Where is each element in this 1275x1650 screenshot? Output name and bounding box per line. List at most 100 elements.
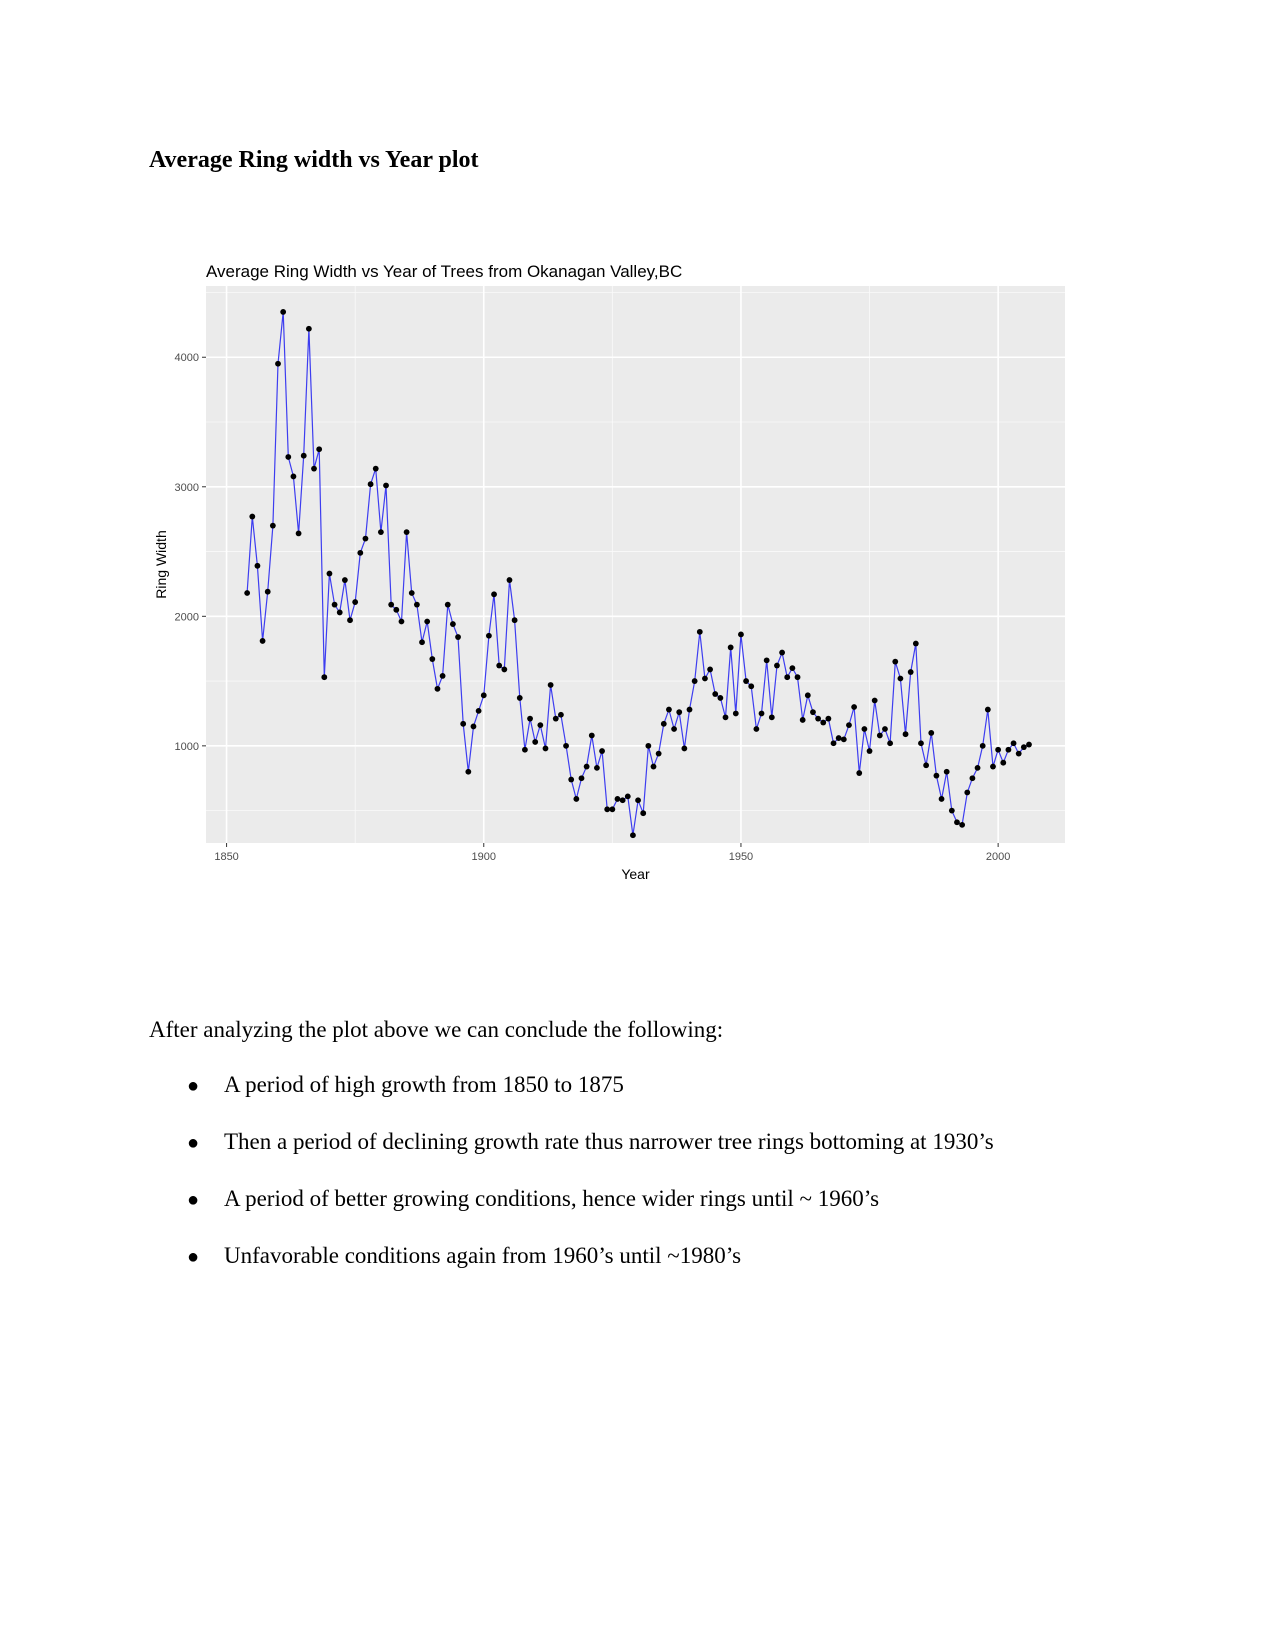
data-point [347,617,353,624]
data-point [650,763,657,770]
data-point [460,720,467,727]
data-point [470,723,477,730]
data-point [830,740,837,747]
grid-minor-lines [206,286,1065,843]
data-point [660,720,667,727]
data-point [758,710,765,717]
data-point [1010,740,1017,747]
data-point [666,706,672,713]
data-point [748,683,755,690]
data-point [280,309,287,315]
data-point [686,706,693,713]
bullet-icon: ● [187,1189,200,1211]
data-point [609,806,616,813]
data-point [563,742,569,749]
chart-svg: Average Ring Width vs Year of Trees from… [153,265,1065,882]
data-point [882,726,888,732]
data-point [856,770,863,776]
data-point [455,634,461,640]
data-point [954,819,960,826]
data-point [249,513,256,520]
data-point [480,692,487,699]
data-point [732,710,739,717]
data-point [974,764,981,771]
data-point [902,731,909,738]
data-point [810,709,816,716]
data-point [393,606,400,613]
data-point [486,632,492,639]
data-point [465,768,472,775]
data-point [897,675,904,682]
data-point [835,735,842,741]
data-point [804,692,811,699]
data-point [907,669,914,675]
data-point [398,618,405,625]
data-point [1000,759,1007,766]
data-point [444,601,451,608]
data-point [964,789,971,796]
data-point [583,763,590,770]
y-tick-label: 2000 [175,611,199,623]
data-point [702,675,708,682]
data-point [578,775,585,782]
data-point [491,591,497,598]
data-point [866,748,873,754]
data-point [655,750,662,757]
data-point [449,621,456,627]
data-point [372,465,379,472]
chart-title: Average Ring Width vs Year of Trees from… [206,265,682,281]
data-point [542,745,549,752]
data-point [496,662,503,669]
data-point [676,709,683,716]
list-item: ● A period of high growth from 1850 to 1… [0,1072,1275,1129]
data-point [321,674,328,681]
y-axis-title: Ring Width [153,530,169,598]
data-point [269,522,276,529]
data-point [630,832,636,839]
data-point [784,674,791,681]
data-point [640,810,647,817]
page-heading: Average Ring width vs Year plot [149,147,479,173]
data-point [429,656,436,662]
ring-width-chart: Average Ring Width vs Year of Trees from… [150,265,1125,935]
data-point [763,657,770,664]
data-point [774,662,780,669]
list-item-text: A period of better growing conditions, h… [224,1186,880,1211]
data-point [388,601,395,608]
data-point [1015,750,1022,757]
data-point [506,577,513,583]
data-point [413,601,420,608]
data-point [1026,741,1032,748]
data-point [948,807,955,814]
data-point [537,722,544,729]
data-point [727,644,734,651]
data-point [840,736,847,743]
list-item-text: Unfavorable conditions again from 1960’s… [224,1243,742,1268]
data-point [434,685,441,692]
data-point [264,588,271,595]
data-point [691,678,698,684]
data-point [995,746,1002,753]
bullet-icon: ● [187,1075,200,1097]
x-axis-title: Year [621,866,650,882]
x-tick-label: 1900 [472,851,496,863]
data-point [825,715,832,722]
data-point [743,678,749,684]
data-point [532,739,539,745]
data-point [876,732,883,739]
series-points [244,309,1032,839]
data-point [357,549,364,556]
data-point [871,697,878,704]
conclusion-list: ● A period of high growth from 1850 to 1… [0,1072,1275,1300]
data-point [707,666,713,673]
data-point [799,717,806,723]
data-point [285,454,292,460]
data-point [403,529,410,536]
data-point [738,631,744,638]
data-point [887,740,894,747]
data-point [635,797,641,804]
data-point [254,562,261,569]
y-tick-label: 3000 [175,482,199,494]
data-point [990,763,996,770]
data-point [671,726,677,732]
